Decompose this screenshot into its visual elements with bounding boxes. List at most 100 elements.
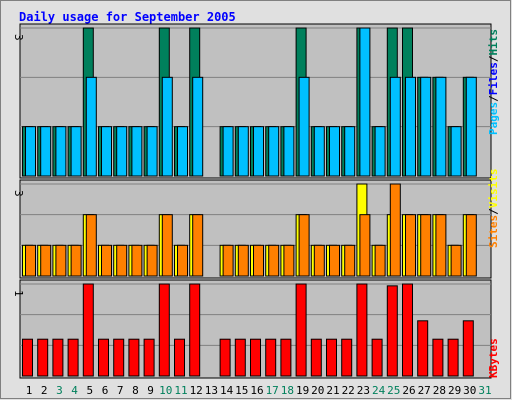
x-tick-label: 13 — [205, 384, 218, 397]
x-tick-label: 23 — [357, 384, 370, 397]
bar-pages-day-10 — [161, 76, 173, 177]
y-max-label: 1 — [12, 290, 25, 297]
bar-pages-day-30 — [465, 76, 477, 177]
x-tick-label: 26 — [402, 384, 415, 397]
x-tick-label: 20 — [311, 384, 324, 397]
bar-pages-day-19 — [298, 76, 310, 177]
bar-sites-day-6 — [101, 244, 112, 277]
panel-kbytes: 1 KBytes — [12, 279, 500, 379]
bar-pages-day-8 — [131, 126, 143, 177]
bar-pages-day-24 — [374, 126, 386, 177]
bar-sites-day-15 — [237, 244, 249, 277]
chart-title: Daily usage for September 2005 — [19, 10, 236, 24]
bar-kbytes-day-8 — [128, 338, 140, 377]
bar-sites-day-16 — [253, 244, 264, 277]
y-max-label: 3 — [12, 190, 25, 197]
bar-pages-day-22 — [344, 126, 356, 177]
bar-pages-day-21 — [329, 126, 340, 177]
side-legend-hits-files-pages: Pages/Files/Hits — [487, 29, 500, 135]
x-tick-label: 9 — [147, 384, 154, 397]
bar-sites-day-14 — [222, 244, 234, 277]
bar-pages-day-3 — [55, 126, 67, 177]
x-tick-label: 22 — [342, 384, 355, 397]
x-tick-label: 25 — [387, 384, 400, 397]
bar-pages-day-1 — [25, 126, 36, 177]
x-tick-label: 21 — [326, 384, 339, 397]
y-max-label: 3 — [12, 34, 25, 41]
bar-kbytes-day-11 — [174, 338, 185, 377]
x-tick-label: 28 — [433, 384, 446, 397]
bar-kbytes-day-16 — [250, 338, 261, 377]
bar-kbytes-day-17 — [265, 338, 277, 377]
x-tick-label: 30 — [463, 384, 476, 397]
bar-sites-day-22 — [344, 244, 356, 277]
x-tick-label: 6 — [102, 384, 109, 397]
bar-kbytes-day-30 — [462, 320, 474, 377]
bar-sites-day-1 — [25, 244, 36, 277]
bar-kbytes-day-3 — [52, 338, 64, 377]
bar-sites-day-28 — [435, 214, 447, 277]
x-tick-label: 18 — [281, 384, 294, 397]
bar-sites-day-20 — [313, 244, 325, 277]
bar-sites-day-11 — [177, 244, 188, 277]
bar-kbytes-day-9 — [143, 338, 155, 377]
bar-pages-day-23 — [359, 27, 371, 177]
bar-kbytes-day-2 — [37, 338, 49, 377]
x-tick-label: 17 — [266, 384, 279, 397]
x-tick-label: 31 — [478, 384, 491, 397]
bar-pages-day-11 — [177, 126, 188, 177]
bar-pages-day-16 — [253, 126, 264, 177]
bar-pages-day-4 — [70, 126, 82, 177]
bar-sites-day-3 — [55, 244, 67, 277]
legend-pages: Pages — [487, 102, 500, 135]
panel-visits-sites: 3 Sites/Visits — [12, 169, 500, 279]
x-tick-label: 27 — [418, 384, 431, 397]
bar-sites-day-7 — [116, 244, 128, 277]
bar-pages-day-28 — [435, 76, 447, 177]
bar-pages-day-2 — [40, 126, 52, 177]
bar-sites-day-26 — [405, 214, 416, 277]
bar-pages-day-15 — [237, 126, 249, 177]
bar-pages-day-6 — [101, 126, 112, 177]
x-tick-label: 24 — [372, 384, 386, 397]
bar-sites-day-24 — [374, 244, 386, 277]
x-tick-label: 16 — [250, 384, 263, 397]
legend-hits: Hits — [487, 29, 500, 56]
bar-pages-day-9 — [146, 126, 158, 177]
bar-pages-day-5 — [85, 76, 97, 177]
bar-sites-day-9 — [146, 244, 158, 277]
bar-pages-day-26 — [405, 76, 416, 177]
bar-sites-day-21 — [329, 244, 340, 277]
bar-kbytes-day-28 — [432, 338, 444, 377]
bar-sites-day-25 — [389, 183, 401, 277]
legend-files: Files — [487, 62, 500, 95]
side-legend-visits-sites: Sites/Visits — [487, 169, 500, 249]
x-tick-label: 1 — [26, 384, 33, 397]
bar-kbytes-day-10 — [158, 283, 170, 377]
bar-kbytes-day-12 — [189, 283, 201, 377]
bar-kbytes-day-21 — [326, 338, 337, 377]
x-tick-label: 3 — [56, 384, 63, 397]
legend-separator: / — [487, 55, 500, 62]
bar-kbytes-day-29 — [447, 338, 459, 377]
bar-sites-day-12 — [192, 214, 204, 277]
bar-kbytes-day-7 — [113, 338, 125, 377]
x-tick-label: 10 — [159, 384, 172, 397]
bar-kbytes-day-6 — [98, 338, 109, 377]
legend-sites: Sites — [487, 215, 500, 248]
legend-separator: / — [487, 95, 500, 102]
bar-kbytes-day-18 — [280, 338, 292, 377]
bar-kbytes-day-15 — [234, 338, 246, 377]
bar-kbytes-day-5 — [82, 283, 94, 377]
bar-sites-day-23 — [359, 214, 371, 277]
bar-kbytes-day-1 — [22, 338, 33, 377]
bar-kbytes-day-25 — [386, 285, 398, 377]
bar-pages-day-20 — [313, 126, 325, 177]
bar-sites-day-19 — [298, 214, 310, 277]
bar-pages-day-25 — [389, 76, 401, 177]
bar-kbytes-day-14 — [219, 338, 231, 377]
x-tick-label: 7 — [117, 384, 124, 397]
bar-sites-day-2 — [40, 244, 52, 277]
